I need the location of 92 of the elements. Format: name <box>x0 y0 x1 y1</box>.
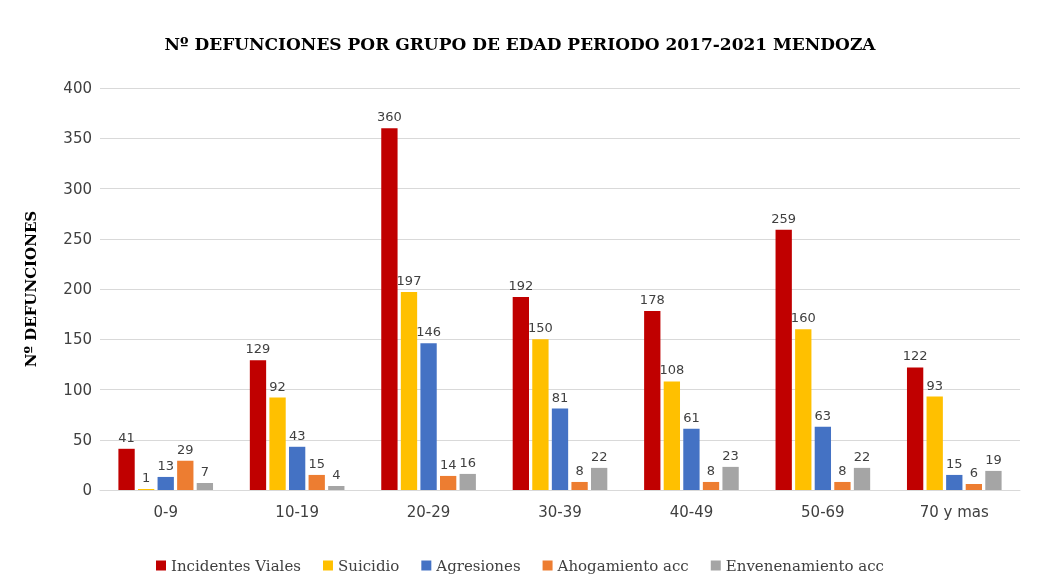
bar <box>926 396 943 490</box>
bar <box>834 481 851 490</box>
bar <box>795 329 812 490</box>
y-tick-label: 400 <box>63 79 92 97</box>
bar <box>439 475 457 490</box>
data-label: 92 <box>269 378 286 394</box>
bar <box>591 467 608 490</box>
bar <box>308 474 325 490</box>
bar <box>328 485 345 490</box>
data-label: 29 <box>177 441 194 457</box>
x-tick-label: 10-19 <box>275 502 319 521</box>
x-tick-label: 30-39 <box>538 502 582 521</box>
bar <box>775 229 792 490</box>
bar <box>249 360 267 490</box>
data-label: 23 <box>722 447 739 463</box>
bar <box>420 343 437 490</box>
bar <box>965 483 983 490</box>
data-label: 150 <box>528 320 553 336</box>
y-axis-title: Nº DEFUNCIONES <box>21 210 40 368</box>
y-tick-label: 100 <box>63 380 92 399</box>
legend-label: Ahogamiento acc <box>556 556 689 575</box>
data-label: 61 <box>683 409 700 425</box>
bar <box>722 466 739 490</box>
bar <box>985 470 1002 490</box>
data-label: 360 <box>377 109 402 125</box>
data-label: 8 <box>706 462 716 478</box>
data-label: 259 <box>771 210 797 226</box>
data-label: 7 <box>200 463 210 479</box>
data-label: 1 <box>142 469 151 485</box>
bar <box>571 481 588 490</box>
x-tick-label: 50-69 <box>801 502 845 521</box>
bar <box>551 408 569 490</box>
bar <box>400 292 418 490</box>
data-label: 16 <box>459 454 476 470</box>
data-label: 178 <box>639 292 665 308</box>
bar <box>381 128 398 490</box>
x-tick-label: 40-49 <box>669 502 714 521</box>
data-label: 43 <box>288 427 306 443</box>
y-tick-label: 200 <box>63 280 92 298</box>
data-label: 146 <box>416 324 441 340</box>
data-label: 63 <box>814 407 832 423</box>
legend-label: Agresiones <box>435 556 521 575</box>
bar <box>532 339 549 490</box>
bar <box>157 476 174 490</box>
bar <box>814 426 832 490</box>
y-tick-label: 0 <box>82 481 92 499</box>
data-label: 15 <box>946 455 963 471</box>
bar <box>683 428 700 490</box>
data-label: 8 <box>838 462 847 478</box>
bar <box>702 481 720 490</box>
data-label: 108 <box>659 362 685 378</box>
bar <box>118 448 135 490</box>
x-tick-label: 0-9 <box>153 502 178 521</box>
legend-label: Incidentes Viales <box>170 556 301 575</box>
data-label: 160 <box>790 310 816 326</box>
bar <box>177 460 194 490</box>
bar <box>196 482 214 490</box>
bar <box>288 446 306 490</box>
legend-label: Suicidio <box>337 556 400 575</box>
bar <box>644 311 661 490</box>
data-label: 81 <box>551 389 569 405</box>
bar <box>512 297 529 490</box>
y-tick-label: 250 <box>63 229 92 248</box>
data-label: 19 <box>985 451 1002 467</box>
data-label: 22 <box>853 448 871 464</box>
data-label: 13 <box>157 457 174 473</box>
data-label: 4 <box>332 466 341 482</box>
data-label: 22 <box>590 448 608 464</box>
data-label: 15 <box>308 455 325 471</box>
y-tick-label: 50 <box>72 430 92 449</box>
y-tick-label: 300 <box>63 179 92 198</box>
x-tick-label: 70 y mas <box>919 502 990 521</box>
y-tick-label: 350 <box>63 129 92 148</box>
legend-label: Envenenamiento acc <box>725 556 885 575</box>
data-label: 41 <box>118 429 135 445</box>
data-label: 192 <box>508 278 534 294</box>
data-label: 6 <box>969 464 978 480</box>
y-tick-label: 150 <box>63 330 92 349</box>
x-tick-label: 20-29 <box>406 502 451 521</box>
bar <box>459 473 476 490</box>
data-label: 14 <box>439 456 457 472</box>
bar <box>906 367 924 490</box>
data-label: 129 <box>245 341 271 357</box>
chart-title: Nº DEFUNCIONES POR GRUPO DE EDAD PERIODO 2017-2021 MENDOZA <box>164 33 877 54</box>
bar <box>853 467 871 490</box>
bar <box>663 381 681 490</box>
bar <box>946 474 963 490</box>
data-label: 197 <box>396 273 422 289</box>
data-label: 8 <box>575 462 584 478</box>
data-label: 122 <box>902 348 928 364</box>
bar <box>269 397 286 490</box>
data-label: 93 <box>926 377 943 393</box>
